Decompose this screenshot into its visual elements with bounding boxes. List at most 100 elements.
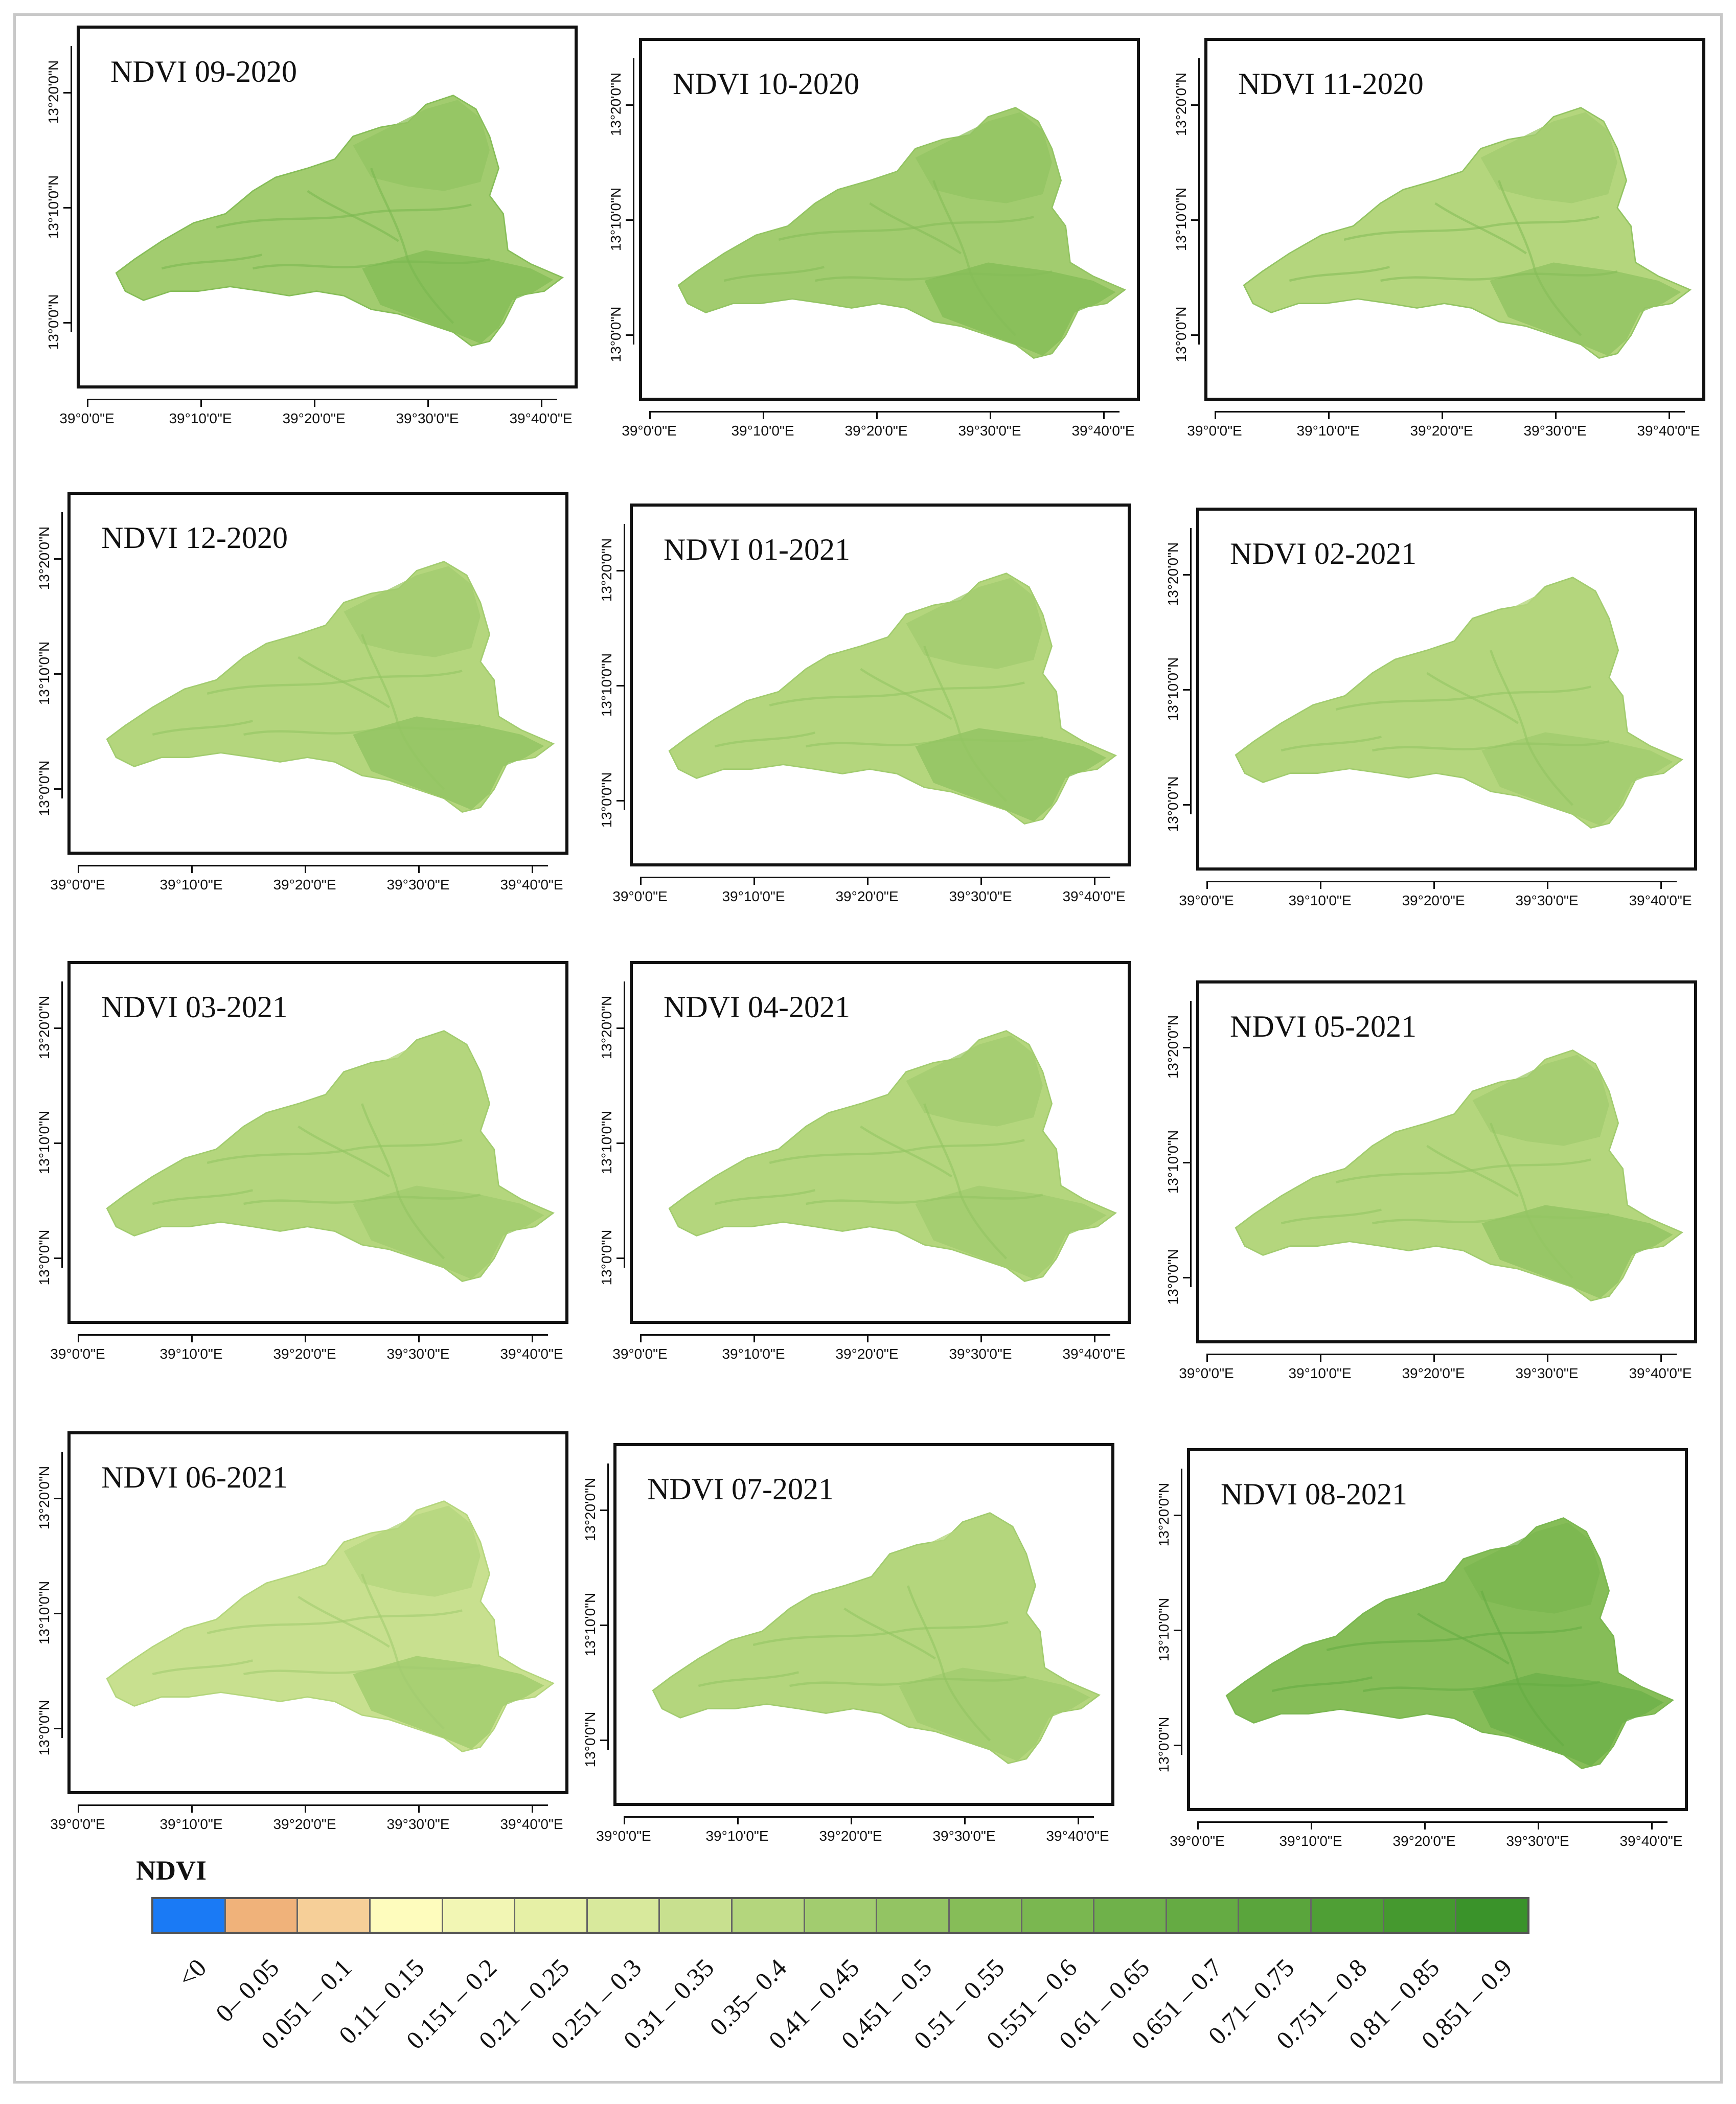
drainage-line (714, 731, 815, 748)
basin-ndvi-map (668, 1030, 1117, 1282)
basin-ndvi-map (106, 1030, 555, 1282)
lon-label: 39°0'0"E (1179, 1365, 1234, 1381)
lon-tick (418, 865, 420, 873)
lon-tick (418, 1334, 420, 1342)
lon-label: 39°30'0"E (1515, 893, 1579, 908)
map-panel: NDVI 04-2021 (630, 961, 1131, 1324)
drainage-line (152, 1189, 253, 1205)
lat-tick (63, 322, 72, 324)
lon-tick (1311, 1821, 1312, 1829)
lon-tick (1206, 881, 1208, 889)
lat-label: 13°0'0"N (1173, 306, 1189, 362)
lon-tick (753, 877, 755, 885)
lat-tick (54, 1027, 62, 1029)
drainage-line (923, 646, 1008, 802)
drainage-line (370, 168, 454, 324)
lon-label: 39°0'0"E (596, 1828, 651, 1844)
drainage-line (1372, 1213, 1610, 1225)
map-title: NDVI 01-2021 (664, 533, 850, 566)
legend-swatch (1456, 1899, 1527, 1932)
lon-label: 39°30'0"E (932, 1828, 996, 1844)
lon-tick (964, 1816, 966, 1824)
drainage-line (932, 180, 1017, 336)
lon-tick (1094, 877, 1095, 885)
drainage-line (216, 203, 472, 229)
legend-swatch (1022, 1899, 1095, 1932)
lat-label: 13°0'0"N (1156, 1717, 1172, 1773)
lat-tick (54, 1142, 62, 1144)
lat-label: 13°20'0"N (1165, 542, 1181, 606)
drainage-line (860, 668, 952, 720)
lon-tick (1660, 881, 1662, 889)
vegetation-zone (1472, 582, 1609, 673)
lon-label: 39°30'0"E (949, 1346, 1012, 1362)
lon-label: 39°30'0"E (1523, 423, 1587, 439)
drainage-line (843, 1607, 936, 1660)
lon-label: 39°40'0"E (1619, 1833, 1683, 1849)
lon-label: 39°20'0"E (835, 888, 899, 904)
drainage-line (923, 1103, 1008, 1260)
lat-axis (633, 58, 634, 345)
drainage-line (778, 216, 1034, 241)
lon-label: 39°20'0"E (273, 1816, 336, 1832)
lat-label: 13°10'0"N (1165, 1130, 1181, 1194)
vegetation-zone (362, 250, 554, 344)
drainage-line (253, 258, 490, 270)
lat-label: 13°10'0"N (36, 1110, 52, 1175)
drainage-line (698, 1671, 799, 1687)
lon-label: 39°30'0"E (949, 888, 1012, 904)
drainage-line (1490, 650, 1574, 806)
lon-tick (1433, 1354, 1435, 1362)
drainage-line (1335, 685, 1591, 711)
map-title: NDVI 07-2021 (647, 1472, 834, 1506)
lat-label: 13°0'0"N (45, 294, 61, 350)
lat-label: 13°0'0"N (599, 772, 614, 828)
vegetation-zone (1472, 1673, 1664, 1767)
lon-tick (1215, 411, 1216, 419)
lon-axis (640, 877, 1110, 878)
drainage-line (243, 1194, 481, 1205)
lon-tick (1442, 411, 1443, 419)
lon-axis (640, 1334, 1110, 1336)
lat-label: 13°20'0"N (1165, 1015, 1181, 1079)
lon-label: 39°40'0"E (1637, 423, 1700, 439)
lon-label: 39°40'0"E (1062, 888, 1126, 904)
drainage-line (1289, 266, 1390, 282)
lon-tick (1320, 881, 1321, 889)
lon-label: 39°10'0"E (731, 423, 794, 439)
lon-tick (640, 1334, 642, 1342)
basin-ndvi-map (1235, 1049, 1684, 1301)
lon-tick (980, 877, 982, 885)
lon-label: 39°20'0"E (1410, 423, 1473, 439)
lat-label: 13°20'0"N (36, 526, 52, 590)
lat-tick (626, 104, 634, 106)
lat-label: 13°0'0"N (599, 1229, 614, 1286)
lat-tick (1191, 334, 1199, 336)
lon-label: 39°30'0"E (396, 410, 459, 426)
lon-tick (1538, 1821, 1539, 1829)
lon-label: 39°20'0"E (844, 423, 908, 439)
lon-tick (1433, 881, 1435, 889)
drainage-line (714, 1189, 815, 1205)
legend-swatch (225, 1899, 299, 1932)
lat-tick (1183, 804, 1191, 806)
lat-label: 13°0'0"N (1165, 776, 1181, 832)
lat-label: 13°20'0"N (36, 1466, 52, 1530)
lon-tick (427, 399, 429, 407)
basin-ndvi-map (1225, 1517, 1675, 1769)
vegetation-zone (1481, 732, 1673, 826)
map-title: NDVI 10-2020 (673, 67, 859, 101)
basin-ndvi-map (1235, 577, 1684, 829)
legend-swatch (877, 1899, 950, 1932)
drainage-line (1480, 1590, 1565, 1747)
vegetation-zone (1463, 1522, 1600, 1614)
lat-tick (616, 800, 625, 802)
vegetation-zone (899, 1667, 1090, 1762)
lon-label: 39°0'0"E (612, 1346, 668, 1362)
drainage-line (243, 724, 481, 736)
legend-swatch (1312, 1899, 1384, 1932)
drainage-line (1343, 216, 1600, 241)
drainage-line (152, 720, 253, 736)
drainage-line (1498, 180, 1582, 336)
lon-label: 39°40'0"E (1062, 1346, 1126, 1362)
